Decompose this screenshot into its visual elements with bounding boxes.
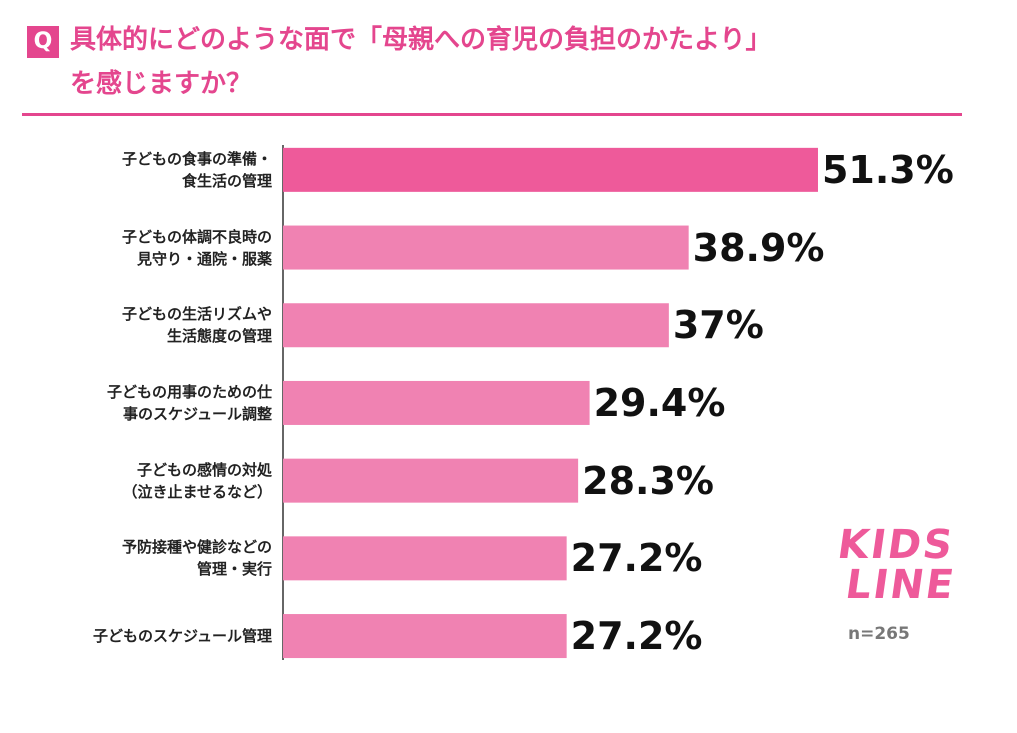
bar — [283, 303, 669, 348]
category-label: 子どもの感情の対処 （泣き止ませるなど） — [122, 460, 272, 501]
value-label: 27.2% — [570, 614, 703, 659]
bar — [283, 225, 689, 270]
bar — [283, 147, 818, 192]
category-label: 子どものスケジュール管理 — [93, 627, 272, 646]
value-label: 28.3% — [582, 458, 714, 503]
logo-line2: LINE — [842, 562, 959, 608]
bar — [283, 380, 590, 425]
bar — [283, 536, 567, 581]
category-label: 子どもの用事のための仕 事のスケジュール調整 — [106, 382, 272, 423]
value-label: 37% — [672, 303, 764, 348]
value-label: 27.2% — [570, 536, 703, 581]
value-label: 29.4% — [593, 380, 726, 425]
value-label: 51.3% — [821, 147, 954, 192]
chart-title: 具体的にどのような面で「母親への育児の負担のかたより」 を感じますか？ — [70, 25, 772, 99]
bar — [283, 458, 579, 503]
value-label: 38.9% — [692, 225, 825, 270]
category-label: 子どもの食事の準備・ 食生活の管理 — [121, 149, 272, 190]
sample-note: n=265 — [848, 624, 910, 644]
bar — [283, 614, 567, 659]
title-rule — [22, 113, 962, 116]
category-label: 子どもの生活リズムや 生活態度の管理 — [121, 305, 272, 346]
question-badge: Q — [27, 26, 59, 58]
category-label: 予防接種や健診などの 管理・実行 — [121, 538, 272, 579]
category-label: 子どもの体調不良時の 見守り・通院・服薬 — [121, 227, 272, 268]
